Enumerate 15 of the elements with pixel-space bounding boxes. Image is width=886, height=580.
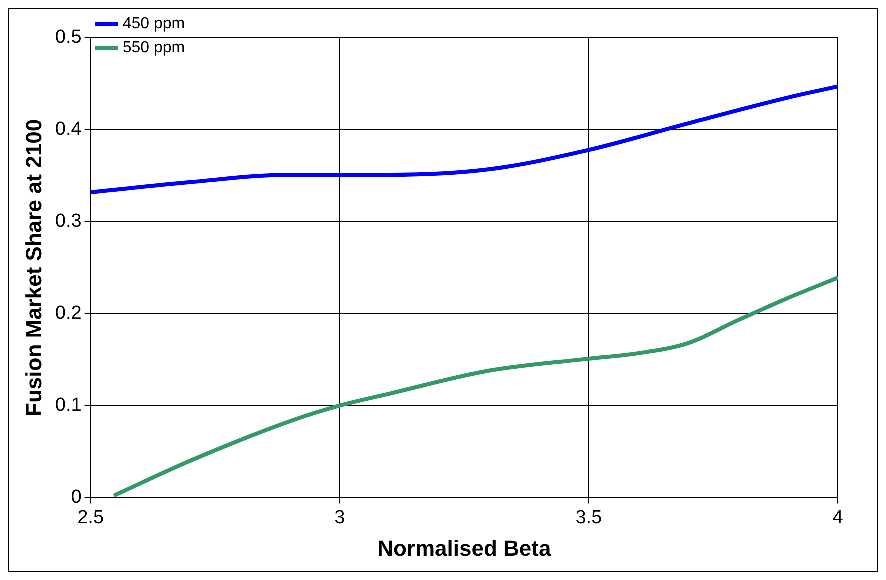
y-tick-label: 0.3 xyxy=(55,211,82,232)
legend-label: 450 ppm xyxy=(122,15,186,32)
line-series xyxy=(114,276,838,498)
x-tick-label: 2.5 xyxy=(78,507,104,528)
x-axis-title: Normalised Beta xyxy=(378,536,552,561)
y-axis-title: Fusion Market Share at 2100 xyxy=(21,119,46,416)
y-tick-label: 0 xyxy=(71,487,82,508)
y-tick-label: 0.4 xyxy=(55,119,82,140)
y-tick-label: 0.5 xyxy=(55,27,82,48)
x-tick-label: 3.5 xyxy=(576,507,602,528)
x-tick-label: 3 xyxy=(334,507,346,528)
y-tick-label: 0.1 xyxy=(55,395,82,416)
x-tick-label: 4 xyxy=(832,507,844,528)
legend-label: 550 ppm xyxy=(122,39,186,56)
y-tick-label: 0.2 xyxy=(55,303,82,324)
